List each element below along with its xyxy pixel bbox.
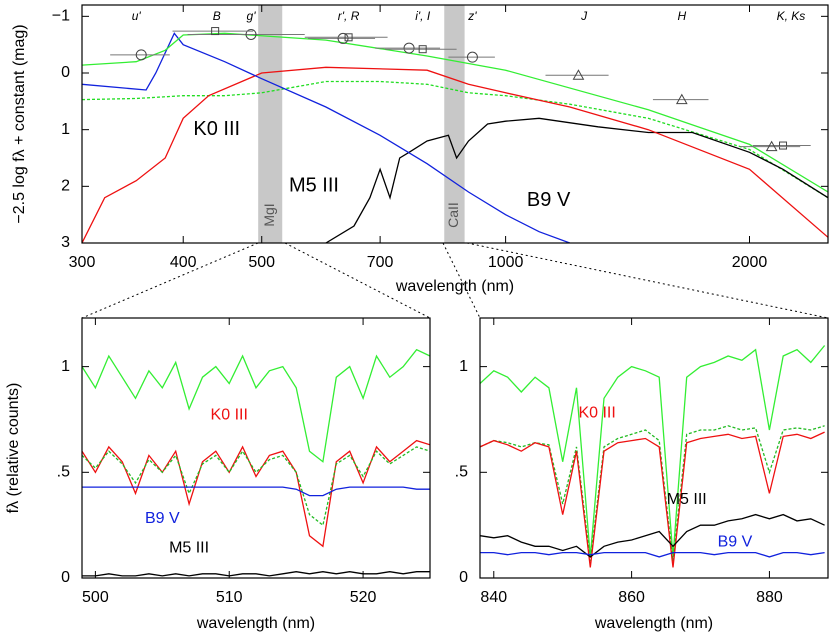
spectrum-line [480, 551, 825, 558]
filter-label: z' [467, 9, 477, 23]
x-tick-label: 700 [367, 254, 394, 271]
x-tick-label: 860 [618, 589, 645, 606]
y-tick-label: .5 [57, 464, 70, 481]
plot-frame [81, 4, 829, 244]
spectrum-line [82, 439, 430, 548]
photometry-point [765, 140, 778, 152]
zoom-connector [466, 242, 829, 319]
band-label: MgI [261, 203, 277, 226]
plot-frame [81, 317, 431, 579]
photometry-point [779, 141, 788, 150]
star-label: M5 III [667, 491, 707, 508]
spectrum-line [82, 32, 571, 243]
y-axis-label: fλ (relative counts) [5, 383, 22, 514]
x-axis-label: wavelength (nm) [594, 615, 713, 632]
photometry-point [675, 93, 688, 105]
y-tick-label: 0 [459, 569, 468, 586]
star-label: M5 III [289, 175, 339, 197]
x-tick-label: 880 [756, 589, 783, 606]
band-label: CaII [445, 202, 461, 228]
spectrum-line [82, 571, 430, 577]
zoom-connector [442, 242, 481, 319]
photometry-point [572, 69, 585, 80]
photometry-point [418, 45, 427, 54]
star-label: K0 III [193, 118, 240, 140]
photometry-point [403, 42, 415, 54]
photometry-point [344, 33, 353, 42]
photometry-point [211, 27, 220, 36]
star-label: B9 V [718, 533, 753, 550]
star-label: B9 V [145, 510, 180, 527]
star-label: K0 III [578, 404, 615, 421]
spectrum-line [82, 446, 430, 527]
plot-area [82, 5, 828, 243]
filter-label: J [580, 9, 588, 23]
x-axis-label: wavelength (nm) [196, 615, 315, 632]
x-axis-label: wavelength (nm) [395, 278, 514, 295]
x-tick-label: 300 [69, 254, 96, 271]
x-tick-label: 500 [248, 254, 275, 271]
filter-label: g' [247, 9, 257, 23]
spectrum-line [325, 117, 828, 243]
x-tick-label: 400 [170, 254, 197, 271]
filter-label: B [213, 9, 221, 23]
photometry-point [466, 51, 478, 63]
filter-label: K, Ks [777, 9, 806, 23]
x-tick-label: 2000 [732, 254, 768, 271]
spectrum-line [82, 348, 430, 463]
filter-label: i', I [415, 9, 431, 23]
spectrum-line [82, 486, 430, 497]
x-tick-label: 500 [82, 589, 109, 606]
star-label: K0 III [211, 406, 248, 423]
x-tick-label: 510 [216, 589, 243, 606]
absorption-band [258, 5, 283, 243]
photometry-point [337, 32, 349, 44]
spectrum-line [480, 513, 825, 558]
plot-frame [479, 317, 829, 579]
y-tick-label: 0 [61, 569, 70, 586]
y-tick-label: −1 [52, 8, 70, 25]
y-tick-label: 1 [61, 121, 70, 138]
x-tick-label: 1000 [488, 254, 524, 271]
y-axis-label: −2.5 log fλ + constant (mag) [11, 24, 28, 223]
spectrum-line [82, 66, 828, 243]
zoom-connector [81, 242, 259, 319]
filter-label: H [677, 9, 686, 23]
y-tick-label: .5 [455, 464, 468, 481]
x-tick-label: 520 [350, 589, 377, 606]
star-label: M5 III [169, 540, 209, 557]
filter-label: r', R [338, 9, 360, 23]
star-label: B9 V [527, 189, 571, 211]
filter-label: u' [132, 9, 142, 23]
spectrum-line [82, 80, 828, 199]
zoom-connector [284, 242, 431, 319]
y-tick-label: 3 [61, 234, 70, 251]
y-tick-label: 1 [61, 358, 70, 375]
plot-area [82, 348, 430, 577]
y-tick-label: 0 [61, 64, 70, 81]
plot-area [480, 345, 826, 568]
photometry-point [135, 49, 147, 61]
y-tick-label: 2 [61, 178, 70, 195]
spectrum-line [480, 431, 825, 568]
spectrum-line [82, 32, 828, 193]
spectrum-line [480, 345, 826, 557]
x-tick-label: 840 [480, 589, 507, 606]
spectrum-line [480, 425, 825, 562]
photometry-point [245, 28, 257, 40]
y-tick-label: 1 [459, 358, 468, 375]
absorption-band [444, 5, 465, 243]
